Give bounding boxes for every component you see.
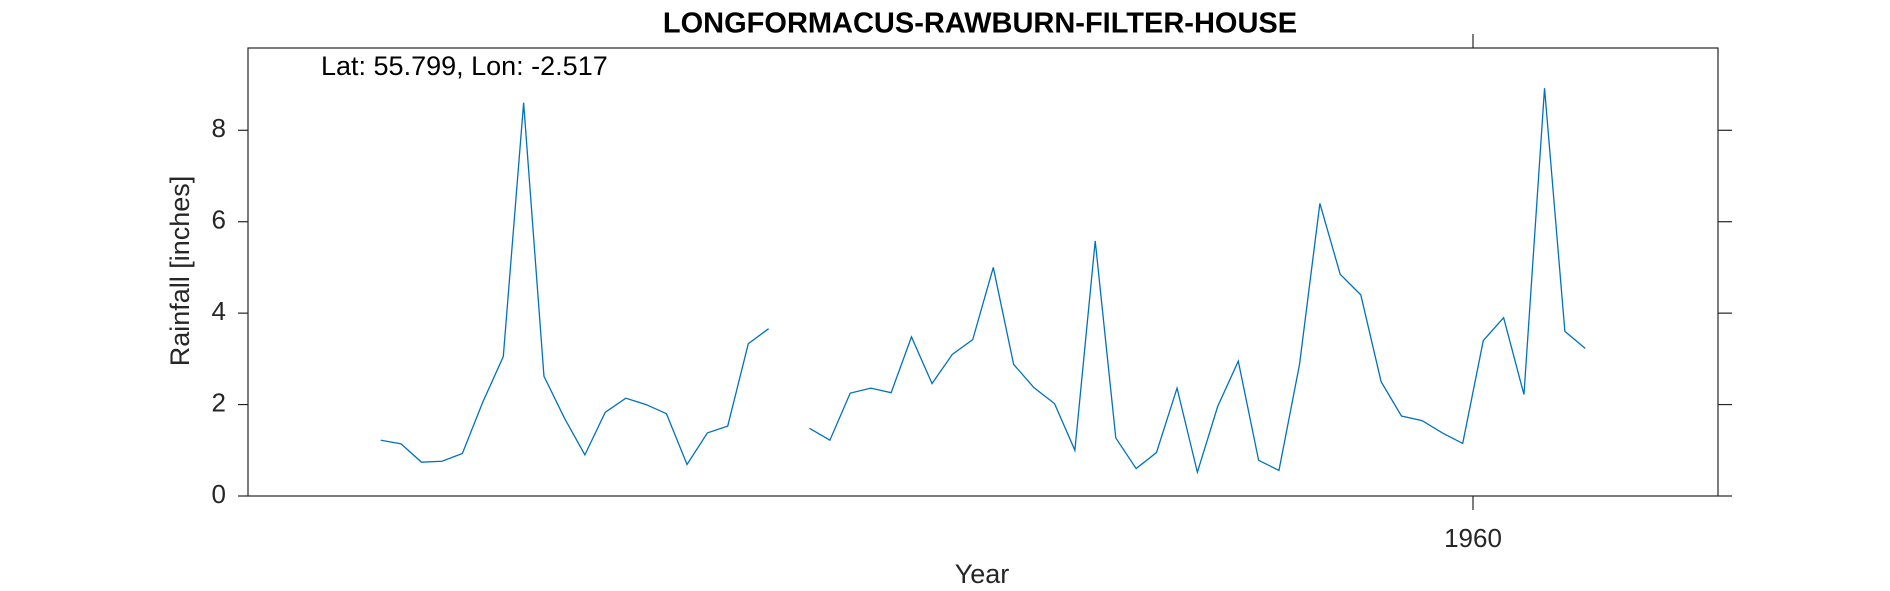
x-tick-label: 1960 [1444,523,1502,553]
y-tick-label: 0 [212,479,226,509]
y-tick-label: 4 [212,296,226,326]
chart-title: LONGFORMACUS-RAWBURN-FILTER-HOUSE [663,8,1297,40]
y-tick-label: 8 [212,113,226,143]
annotation: Lat: 55.799, Lon: -2.517 [321,51,608,81]
x-axis-label: Year [955,559,1010,589]
y-tick-label: 6 [212,205,226,235]
plot-frame [247,47,1719,497]
data-line [380,88,1586,475]
y-tick-label: 2 [212,387,226,417]
y-axis-label: Rainfall [inches] [165,176,195,367]
